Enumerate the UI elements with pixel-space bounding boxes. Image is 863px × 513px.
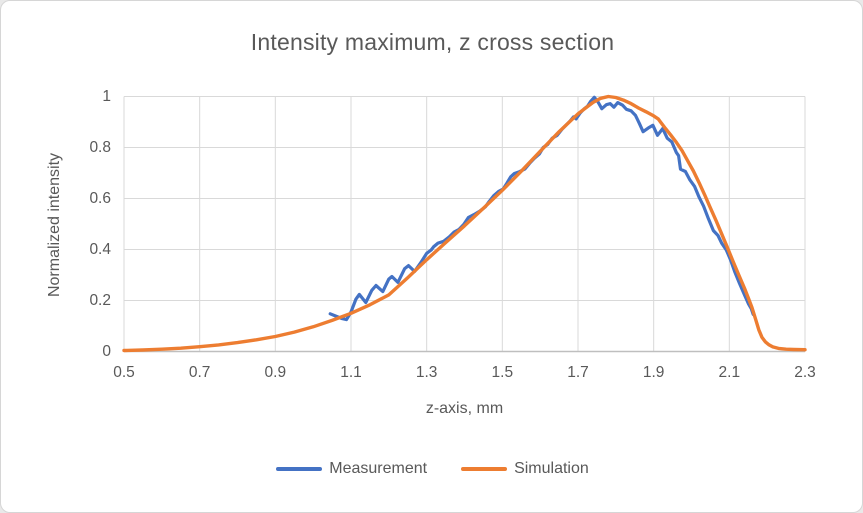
measurement-line-swatch (276, 467, 323, 471)
simulation-line-swatch (461, 467, 508, 471)
y-tick-label: 1 (102, 87, 111, 105)
y-tick-label: 0.6 (89, 189, 111, 207)
x-tick-label: 0.5 (113, 364, 135, 381)
y-tick-label: 0.4 (89, 240, 111, 258)
legend-label-simulation: Simulation (514, 460, 589, 477)
y-tick-label: 0.8 (89, 138, 111, 156)
legend: Measurement Simulation (1, 460, 862, 478)
simulation-line (122, 94, 807, 353)
y-tick-label: 0 (102, 342, 111, 360)
chart-title: Intensity maximum, z cross section (250, 29, 615, 55)
x-tick-label: 0.9 (264, 364, 287, 381)
x-tick-label: 1.3 (415, 364, 438, 381)
x-tick-label: 1.5 (491, 364, 514, 381)
legend-label-measurement: Measurement (329, 460, 428, 477)
y-tick-label: 0.2 (89, 291, 111, 309)
x-tick-label: 2.3 (794, 364, 816, 381)
x-tick-label: 2.1 (718, 364, 741, 381)
x-tick-label: 1.9 (642, 364, 665, 381)
legend-item-simulation: Simulation (461, 460, 589, 478)
x-tick-label: 0.7 (188, 364, 211, 381)
legend-item-measurement: Measurement (276, 460, 427, 478)
measurement-line (328, 95, 755, 322)
x-axis-title: z-axis, mm (425, 400, 504, 417)
x-tick-label: 1.1 (340, 364, 362, 381)
x-tick-label: 1.7 (567, 364, 589, 381)
